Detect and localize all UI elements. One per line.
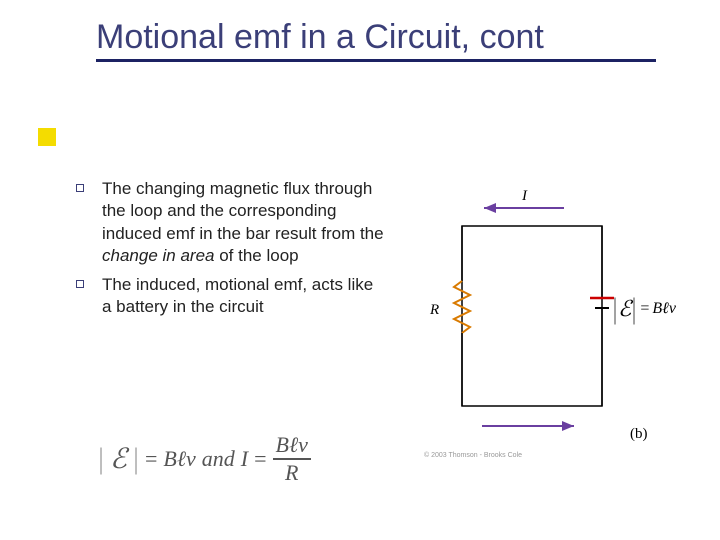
abs-bar: | bbox=[134, 447, 137, 471]
equals: = bbox=[145, 446, 157, 472]
emf-symbol: ℰ bbox=[110, 442, 127, 476]
fraction: Bℓv R bbox=[273, 434, 311, 484]
abs-bar: | bbox=[633, 297, 636, 321]
rhs1: Bℓv bbox=[163, 446, 195, 472]
bullet-icon bbox=[76, 280, 84, 288]
and-text: and bbox=[202, 446, 235, 472]
I-symbol: I bbox=[241, 446, 248, 472]
list-item: The changing magnetic flux through the l… bbox=[76, 178, 386, 268]
formula: | ℰ | = Bℓv and I = Bℓv R bbox=[98, 434, 311, 484]
fraction-numerator: Bℓv bbox=[273, 434, 311, 456]
equals: = bbox=[254, 446, 266, 472]
text-run: The changing magnetic flux through the l… bbox=[102, 179, 384, 243]
equals: = bbox=[640, 300, 649, 318]
abs-bar: | bbox=[614, 297, 617, 321]
emf-symbol: ℰ bbox=[618, 296, 631, 322]
diagram-emf-equation: | ℰ | = Bℓv bbox=[612, 296, 676, 322]
figure-label-b: (b) bbox=[630, 426, 648, 443]
title-underline bbox=[96, 59, 656, 62]
bullet-text: The induced, motional emf, acts like a b… bbox=[102, 274, 386, 319]
text-run-italic: change in area bbox=[102, 246, 214, 265]
accent-box bbox=[38, 128, 56, 146]
slide-title: Motional emf in a Circuit, cont bbox=[96, 18, 700, 57]
bullet-text: The changing magnetic flux through the l… bbox=[102, 178, 386, 268]
bullet-icon bbox=[76, 184, 84, 192]
title-block: Motional emf in a Circuit, cont bbox=[0, 0, 720, 68]
text-run: The induced, motional emf, acts like a b… bbox=[102, 275, 373, 316]
list-item: The induced, motional emf, acts like a b… bbox=[76, 274, 386, 319]
fraction-denominator: R bbox=[282, 462, 301, 484]
bullet-list: The changing magnetic flux through the l… bbox=[76, 178, 386, 325]
emf-rhs: Bℓv bbox=[652, 300, 676, 318]
I-label: I bbox=[521, 188, 528, 204]
R-label: R bbox=[429, 302, 439, 318]
copyright-text: © 2003 Thomson - Brooks Cole bbox=[424, 452, 522, 459]
text-run: of the loop bbox=[214, 246, 298, 265]
abs-bar: | bbox=[100, 447, 103, 471]
